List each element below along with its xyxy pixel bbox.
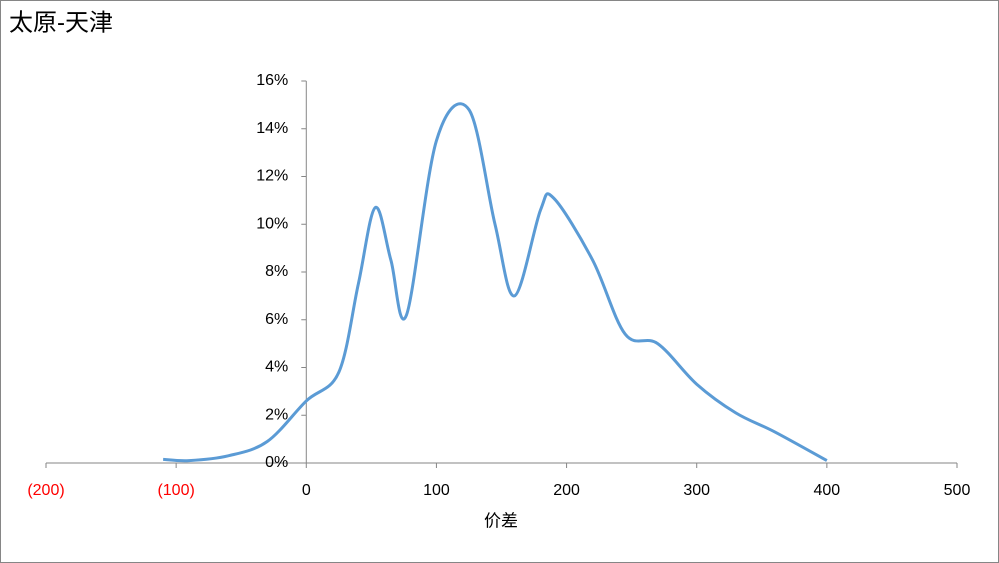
y-tick-label: 12% [256, 168, 288, 185]
y-tick-label: 8% [265, 263, 288, 280]
line-series [163, 102, 828, 463]
y-tick-label: 4% [265, 359, 288, 376]
x-tick-label: 100 [423, 482, 450, 499]
y-tick-label: 0% [265, 454, 288, 471]
x-tick-label: 500 [944, 482, 971, 499]
x-tick-label: 0 [302, 482, 311, 499]
y-tick-label: 6% [265, 311, 288, 328]
x-tick-label: (200) [27, 482, 64, 499]
x-tick-label: (100) [157, 482, 194, 499]
x-tick-label: 400 [814, 482, 841, 499]
chart-title: 太原-天津 [9, 9, 113, 36]
y-tick-label: 2% [265, 406, 288, 423]
y-tick-label: 16% [256, 72, 288, 89]
y-tick-label: 10% [256, 215, 288, 232]
x-tick-label: 200 [553, 482, 580, 499]
x-axis-label: 价差 [484, 511, 518, 530]
x-tick-label: 300 [683, 482, 710, 499]
y-tick-label: 14% [256, 120, 288, 137]
